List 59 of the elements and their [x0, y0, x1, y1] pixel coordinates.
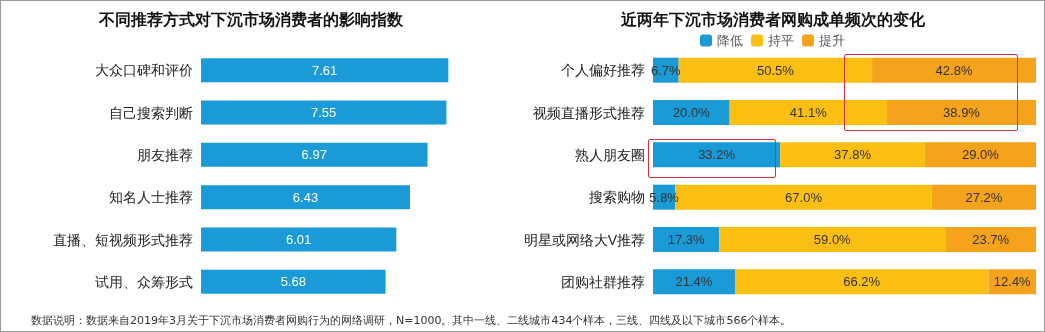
bar	[201, 185, 410, 210]
bar	[924, 142, 1036, 168]
bar	[201, 142, 428, 167]
data-label: 21.4%	[675, 274, 713, 290]
bar	[201, 100, 447, 125]
data-label: 38.9%	[943, 105, 981, 120]
data-label: 17.3%	[667, 232, 705, 247]
data-label: 27.2%	[965, 189, 1003, 205]
data-label: 33.2%	[698, 147, 736, 163]
text: 数据说明：数据来自2019年3月关于下沉市场消费者网购行为的网络调研，N=1000。其中一线、二线城市434个样本，三线、四线及以下城市566个样本。	[31, 313, 792, 328]
bar	[201, 269, 386, 294]
bar	[872, 57, 1036, 83]
legend-label: 降低	[717, 33, 743, 48]
y-tick-label: 直播、短视频形式推荐	[53, 231, 193, 248]
bar	[719, 227, 946, 252]
data-label: 67.0%	[785, 189, 823, 205]
y-tick-label: 团购社群推荐	[561, 273, 645, 290]
chart-title: 近两年下沉市场消费者网购成单频次的变化	[619, 10, 926, 28]
data-label: 7.55	[311, 105, 337, 120]
data-label: 7.61	[312, 62, 338, 78]
y-tick-label: 试用、众筹形式	[95, 273, 193, 290]
chart-title: 不同推荐方式对下沉市场消费者的影响指数	[98, 9, 404, 28]
bar	[678, 57, 873, 83]
y-tick-label: 搜索购物	[589, 189, 645, 206]
bar	[780, 142, 925, 168]
data-label: 20.0%	[672, 105, 711, 120]
y-tick-label: 朋友推荐	[137, 146, 193, 163]
y-tick-label: 视频直播形式推荐	[533, 104, 645, 121]
data-label: 6.01	[286, 232, 312, 247]
data-label: 12.4%	[993, 274, 1032, 290]
legend-label: 提升	[819, 33, 845, 48]
bar	[729, 100, 888, 125]
bar	[734, 269, 989, 295]
bar	[653, 142, 781, 168]
bar	[653, 269, 735, 295]
bar	[931, 184, 1036, 210]
y-tick-label: 熟人朋友圈	[575, 146, 645, 163]
data-label: 29.0%	[962, 147, 1000, 163]
data-label: 23.7%	[972, 232, 1010, 247]
data-label: 41.1%	[789, 105, 828, 120]
data-label: 6.97	[301, 147, 327, 163]
y-tick-label: 明星或网络大V推荐	[523, 231, 645, 248]
y-tick-label: 知名人士推荐	[109, 189, 193, 206]
bar	[201, 227, 397, 252]
legend-label: 持平	[768, 33, 794, 48]
data-label: 6.43	[292, 189, 319, 205]
data-label: 66.2%	[843, 274, 881, 290]
bar	[201, 58, 449, 83]
bar	[887, 100, 1036, 125]
data-label: 37.8%	[834, 147, 872, 163]
data-label: 42.8%	[935, 62, 973, 78]
y-tick-label: 个人偏好推荐	[561, 62, 645, 79]
y-tick-label: 自己搜索判断	[109, 104, 193, 121]
bar	[653, 100, 730, 125]
data-label: 59.0%	[813, 232, 852, 247]
bar	[945, 227, 1036, 252]
data-label: 5.68	[280, 274, 306, 290]
data-label: 50.5%	[756, 62, 795, 78]
y-tick-label: 大众口碑和评价	[95, 62, 193, 79]
